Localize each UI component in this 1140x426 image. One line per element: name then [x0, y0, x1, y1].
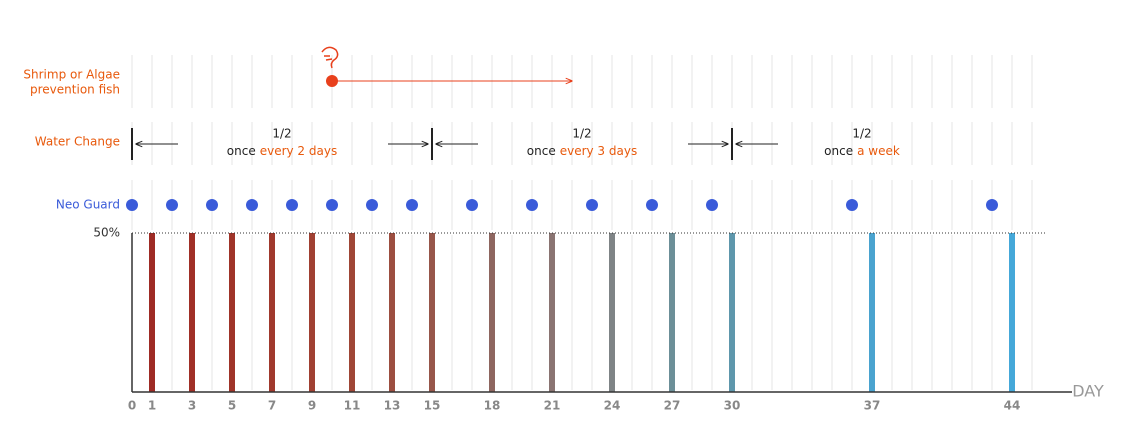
- x-tick-label: 37: [864, 399, 881, 413]
- x-tick-label: 3: [188, 399, 196, 413]
- neo-guard-dose: [586, 199, 598, 211]
- bar: [349, 233, 355, 392]
- x-tick-label: 21: [544, 399, 561, 413]
- x-tick-label: 18: [484, 399, 501, 413]
- neo-guard-dose: [166, 199, 178, 211]
- neo-guard-dose: [646, 199, 658, 211]
- grid: [131, 55, 1033, 390]
- neo-guard-dose: [406, 199, 418, 211]
- neo-guard-dose: [466, 199, 478, 211]
- x-tick-label: 9: [308, 399, 316, 413]
- water-change-label: Water Change: [35, 135, 120, 149]
- water-frequency-text: once: [227, 144, 256, 158]
- shrimp-icon: [321, 46, 339, 69]
- water-frequency: once a week: [824, 144, 900, 158]
- neo-guard-dose: [846, 199, 858, 211]
- bar: [669, 233, 675, 392]
- water-frequency-highlight: every 3 days: [560, 144, 638, 158]
- bar: [229, 233, 235, 392]
- neo-guard-dose: [286, 199, 298, 211]
- water-frequency: once every 2 days: [227, 144, 337, 158]
- bar: [189, 233, 195, 392]
- neo-guard-dose: [366, 199, 378, 211]
- bar: [609, 233, 615, 392]
- water-frequency-highlight: a week: [857, 144, 900, 158]
- neo-guard-dose: [126, 199, 138, 211]
- water-frequency-text: once: [824, 144, 853, 158]
- bar: [269, 233, 275, 392]
- bar: [869, 233, 875, 392]
- shrimp-label: Shrimp or Algae: [23, 68, 120, 82]
- y-tick-label: 50%: [93, 226, 120, 240]
- x-tick-label: 0: [128, 399, 136, 413]
- neo-guard-label: Neo Guard: [56, 198, 120, 212]
- bar: [149, 233, 155, 392]
- bar: [1009, 233, 1015, 392]
- x-tick-label: 27: [664, 399, 681, 413]
- neo-guard-dose: [526, 199, 538, 211]
- bar: [489, 233, 495, 392]
- neo-guard-dose: [206, 199, 218, 211]
- x-tick-label: 24: [604, 399, 621, 413]
- x-tick-label: 11: [344, 399, 361, 413]
- shrimp-label: prevention fish: [30, 83, 120, 97]
- x-tick-label: 1: [148, 399, 156, 413]
- water-ratio: 1/2: [572, 127, 591, 141]
- bar: [389, 233, 395, 392]
- neo-guard-dose: [706, 199, 718, 211]
- neo-guard-dose: [326, 199, 338, 211]
- water-ratio: 1/2: [272, 127, 291, 141]
- bar: [309, 233, 315, 392]
- neo-guard-dose: [246, 199, 258, 211]
- x-tick-label: 7: [268, 399, 276, 413]
- bar: [729, 233, 735, 392]
- bar: [549, 233, 555, 392]
- x-axis-label: DAY: [1072, 382, 1104, 401]
- x-tick-label: 30: [724, 399, 741, 413]
- marks: [126, 75, 1015, 392]
- x-tick-label: 15: [424, 399, 441, 413]
- water-ratio: 1/2: [852, 127, 871, 141]
- water-frequency-highlight: every 2 days: [260, 144, 338, 158]
- bar: [429, 233, 435, 392]
- x-tick-label: 13: [384, 399, 401, 413]
- x-tick-label: 5: [228, 399, 236, 413]
- neo-guard-dose: [986, 199, 998, 211]
- water-frequency: once every 3 days: [527, 144, 637, 158]
- x-tick-label: 44: [1004, 399, 1021, 413]
- water-frequency-text: once: [527, 144, 556, 158]
- shrimp-start: [326, 75, 338, 87]
